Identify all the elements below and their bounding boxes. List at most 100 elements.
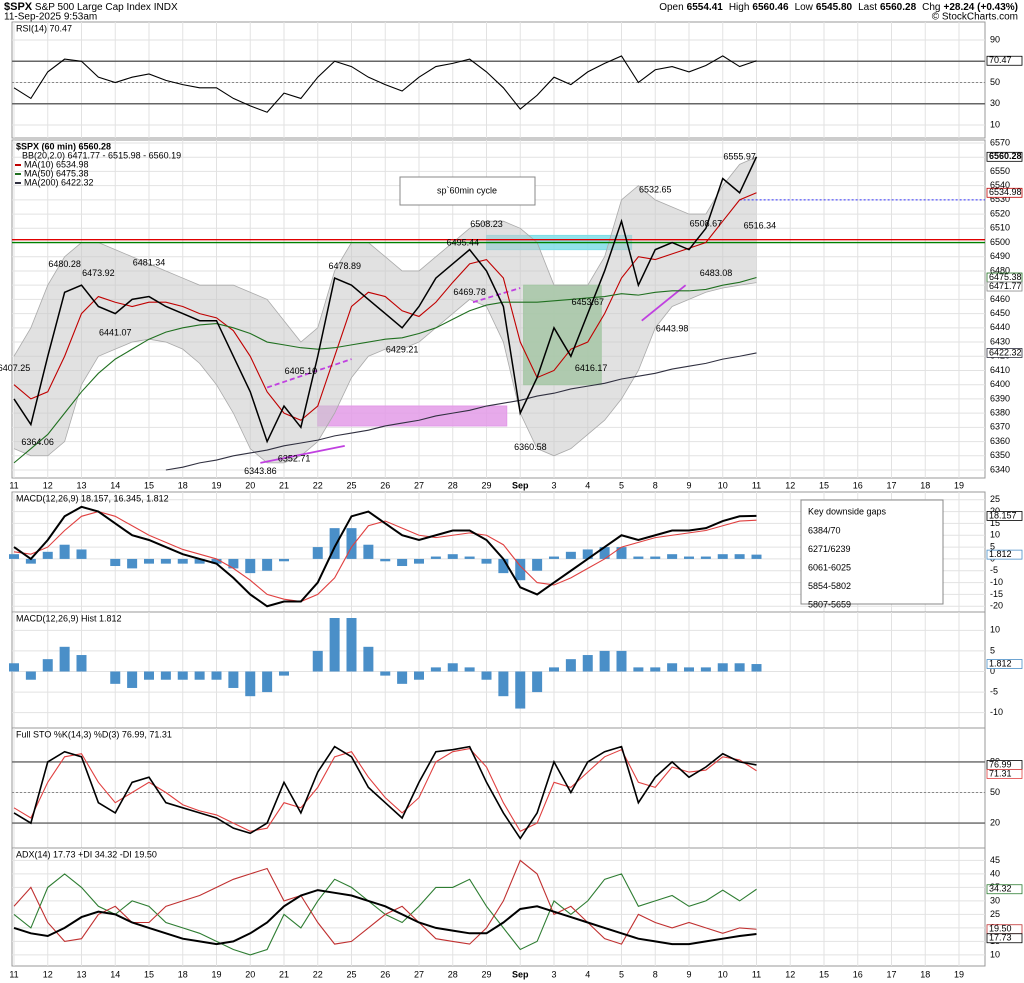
y-tick-label: 6500 (990, 237, 1010, 247)
y-tick-label: 40 (990, 868, 1000, 878)
price-label: 6441.07 (99, 328, 132, 338)
y-tick-label: 10 (990, 119, 1000, 129)
x-tick-label: 19 (211, 969, 221, 979)
x-tick-label: 11 (9, 969, 18, 979)
price-label: 6416.17 (575, 363, 608, 373)
x-tick-label: 12 (785, 480, 795, 490)
x-tick-label: 13 (76, 969, 86, 979)
x-tick-label: 4 (585, 480, 590, 490)
x-tick-label: 19 (211, 480, 221, 490)
bollinger-band (14, 156, 757, 463)
x-tick-label: 25 (346, 480, 356, 490)
band-edge (13, 282, 757, 464)
x-tick-label: 20 (245, 480, 255, 490)
y-tick-label: 6410 (990, 365, 1010, 375)
histogram-bar (464, 556, 475, 559)
last-value-label: 19.50 (989, 924, 1012, 934)
y-tick-label: -20 (990, 601, 1003, 611)
histogram-bar (262, 671, 273, 693)
gap-range: 5807-5659 (808, 599, 851, 609)
quote-line: Open 6554.41 High 6560.46 Low 6545.80 Last 6560… (659, 2, 1018, 13)
histogram-bar (751, 664, 762, 672)
y-tick-label: 20 (990, 506, 1000, 516)
y-tick-label: -5 (990, 686, 998, 696)
quote-value: 6560.28 (880, 2, 917, 13)
y-tick-label: 25 (990, 909, 1000, 919)
trend-line (266, 358, 352, 389)
price-label: 6429.21 (386, 345, 419, 355)
x-tick-label: 21 (279, 480, 289, 490)
cycle-note: sp`60min cycle (437, 185, 497, 195)
panel-frame (11, 847, 986, 967)
price-label: 6508.23 (470, 219, 503, 229)
series-line (165, 352, 757, 471)
histogram-bar (414, 671, 424, 680)
zone (317, 405, 508, 427)
y-tick-label: 6390 (990, 393, 1010, 403)
last-value-label: 76.99 (989, 759, 1012, 769)
x-tick-label: 26 (380, 480, 390, 490)
series-line (13, 889, 757, 946)
histogram-bar (245, 558, 256, 574)
histogram-bar (110, 671, 121, 684)
histogram-bar (245, 671, 256, 697)
x-tick-label: 11 (752, 480, 761, 490)
y-tick-label: 6550 (990, 166, 1010, 176)
histogram-bar (447, 554, 458, 559)
price-label: 6405.10 (285, 366, 318, 376)
panel-title: MACD(12,26,9) Hist 1.812 (16, 613, 122, 623)
y-tick-label: 6570 (990, 137, 1010, 147)
histogram-bar (616, 547, 627, 559)
series-line (13, 748, 757, 832)
y-tick-label: 6480 (990, 265, 1010, 275)
y-tick-label: 30 (990, 895, 1000, 905)
last-value-box (986, 348, 1023, 358)
histogram-bar (549, 556, 559, 559)
histogram-bar (650, 556, 661, 559)
y-tick-label: -10 (990, 707, 1003, 717)
x-tick-label: 5 (619, 480, 624, 490)
panel-frame (11, 727, 986, 849)
y-tick-label: -15 (990, 589, 1003, 599)
histogram-bar (481, 671, 492, 680)
x-tick-label: 12 (43, 969, 53, 979)
y-tick-label: 15 (990, 518, 1000, 528)
x-tick-label: 27 (414, 969, 424, 979)
last-value-box (986, 511, 1023, 521)
last-value-label: 6471.77 (989, 281, 1022, 291)
histogram-bar (397, 558, 408, 567)
panel-title: ADX(14) 17.73 +DI 34.32 -DI 19.50 (16, 849, 157, 859)
panels: 11 12 13 14 15 18 19 20 21 22 25 26 27 28 29 Sep 3 4 5 8 9 10… (0, 21, 1023, 979)
histogram-bar (532, 558, 543, 571)
histogram-bar (751, 554, 762, 559)
legend-entry: MA(50) 6475.38 (24, 168, 89, 178)
x-tick-label: 9 (686, 480, 691, 490)
quote-label: Last (858, 2, 877, 13)
histogram-bar (110, 558, 121, 567)
x-tick-label: 18 (920, 480, 930, 490)
trend-line (472, 287, 521, 304)
histogram-bar (363, 646, 374, 672)
y-tick-label: 30 (990, 98, 1000, 108)
price-label: 6364.06 (21, 437, 54, 447)
histogram-bar (59, 646, 70, 672)
price-label: 6469.78 (453, 287, 486, 297)
histogram-bar (127, 671, 138, 688)
gap-range: 6384/70 (808, 525, 841, 535)
histogram-bar (177, 671, 188, 680)
last-value-label: 6475.38 (989, 272, 1022, 282)
x-tick-label: Sep (512, 969, 529, 979)
x-tick-label: 3 (551, 969, 556, 979)
series-line (13, 55, 757, 113)
x-tick-label: 10 (718, 480, 728, 490)
series-line (13, 156, 758, 444)
price-label: 6443.98 (656, 324, 689, 334)
last-value-box (986, 281, 1023, 292)
histogram-bar (9, 663, 19, 672)
histogram-bar (650, 667, 661, 672)
histogram-bar (667, 554, 678, 559)
y-tick-label: 5 (990, 645, 995, 655)
x-tick-label: 25 (346, 969, 356, 979)
legend-entry: BB(20,2.0) 6471.77 - 6515.98 - 6560.19 (22, 150, 181, 160)
histogram-bar (194, 558, 205, 564)
